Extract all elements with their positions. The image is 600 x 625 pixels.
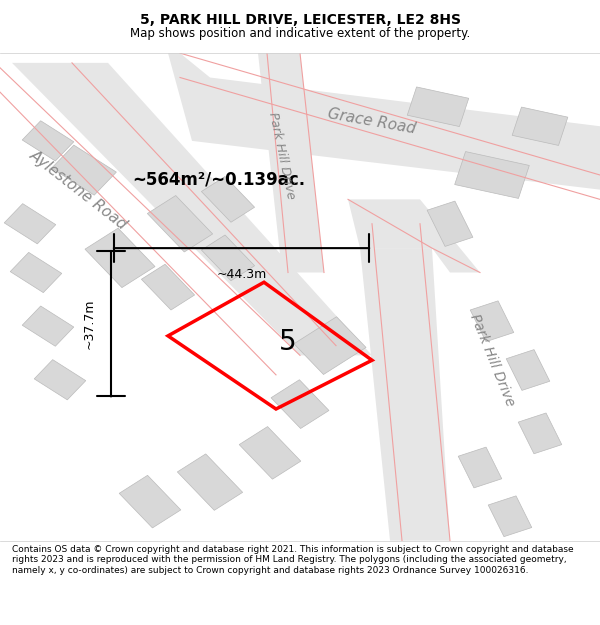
Polygon shape bbox=[168, 53, 600, 189]
Polygon shape bbox=[506, 349, 550, 391]
Polygon shape bbox=[360, 248, 450, 541]
Text: 5: 5 bbox=[279, 328, 297, 356]
Polygon shape bbox=[202, 235, 254, 281]
Polygon shape bbox=[119, 476, 181, 528]
Text: Park Hill Drive: Park Hill Drive bbox=[467, 312, 517, 409]
Text: Park Hill Drive: Park Hill Drive bbox=[266, 111, 298, 200]
Polygon shape bbox=[427, 201, 473, 246]
Polygon shape bbox=[458, 447, 502, 488]
Polygon shape bbox=[148, 196, 212, 252]
Polygon shape bbox=[142, 264, 194, 310]
Polygon shape bbox=[455, 152, 529, 198]
Polygon shape bbox=[518, 413, 562, 454]
Polygon shape bbox=[271, 380, 329, 429]
Text: ~37.7m: ~37.7m bbox=[83, 298, 96, 349]
Polygon shape bbox=[294, 317, 366, 374]
Polygon shape bbox=[22, 121, 74, 161]
Text: 5, PARK HILL DRIVE, LEICESTER, LE2 8HS: 5, PARK HILL DRIVE, LEICESTER, LE2 8HS bbox=[139, 13, 461, 28]
Polygon shape bbox=[348, 199, 480, 272]
Polygon shape bbox=[85, 228, 155, 288]
Text: Grace Road: Grace Road bbox=[327, 106, 417, 136]
Polygon shape bbox=[239, 427, 301, 479]
Polygon shape bbox=[52, 145, 116, 195]
Text: ~44.3m: ~44.3m bbox=[217, 268, 266, 281]
Text: ~564m²/~0.139ac.: ~564m²/~0.139ac. bbox=[132, 171, 305, 189]
Polygon shape bbox=[10, 253, 62, 292]
Polygon shape bbox=[178, 454, 242, 511]
Polygon shape bbox=[4, 204, 56, 244]
Polygon shape bbox=[22, 306, 74, 346]
Polygon shape bbox=[34, 359, 86, 400]
Polygon shape bbox=[407, 87, 469, 126]
Polygon shape bbox=[258, 53, 324, 272]
Polygon shape bbox=[202, 176, 254, 222]
Text: Map shows position and indicative extent of the property.: Map shows position and indicative extent… bbox=[130, 27, 470, 40]
Polygon shape bbox=[470, 301, 514, 342]
Polygon shape bbox=[488, 496, 532, 537]
Polygon shape bbox=[0, 63, 372, 356]
Text: Aylestone Road: Aylestone Road bbox=[26, 147, 130, 232]
Polygon shape bbox=[512, 107, 568, 146]
Text: Contains OS data © Crown copyright and database right 2021. This information is : Contains OS data © Crown copyright and d… bbox=[12, 545, 574, 574]
